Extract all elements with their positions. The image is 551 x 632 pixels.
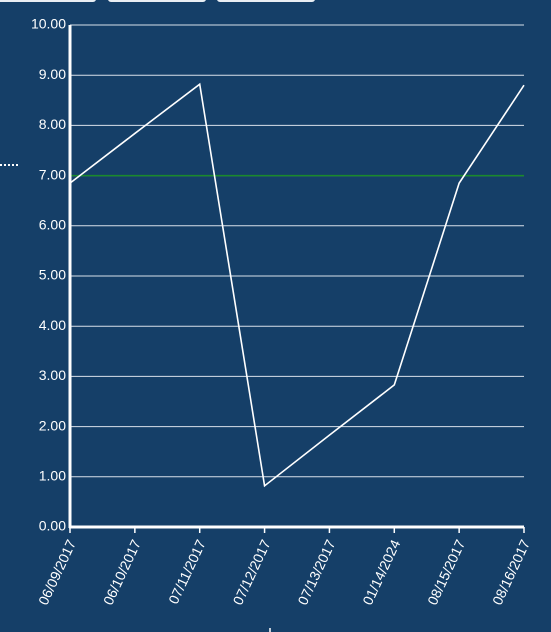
y-tick-label: 10.00 [31, 16, 66, 32]
y-tick-label: 0.00 [39, 518, 66, 534]
y-tick-label: 8.00 [39, 116, 66, 132]
button[interactable] [108, 0, 206, 2]
y-tick-label: 6.00 [39, 217, 66, 233]
y-tick-label: 2.00 [39, 417, 66, 433]
y-tick-label: 4.00 [39, 317, 66, 333]
button[interactable] [217, 0, 315, 2]
y-tick-label: 5.00 [39, 267, 66, 283]
y-tick-label: 3.00 [39, 367, 66, 383]
y-tick-label: 7.00 [39, 166, 66, 182]
y-tick-label: 9.00 [39, 66, 66, 82]
y-tick-label: 1.00 [39, 468, 66, 484]
series-line [69, 82, 525, 488]
button[interactable] [0, 0, 96, 2]
